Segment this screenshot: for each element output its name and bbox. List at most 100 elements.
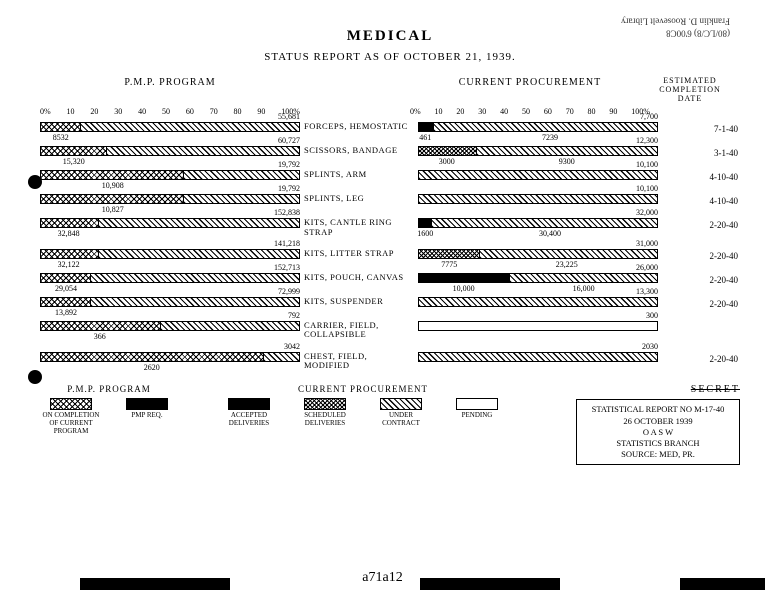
- pmp-bar: [40, 122, 300, 132]
- bar-segment: [41, 171, 183, 179]
- completion-date: 2-20-40: [658, 249, 738, 261]
- bar-segment: [41, 219, 98, 227]
- legend-item: ACCEPTED DELIVERIES: [218, 398, 280, 427]
- segment-value: 10,908: [102, 181, 124, 190]
- axis-tick: 70: [210, 107, 218, 116]
- scan-artifact: [80, 578, 230, 590]
- axis-tick: 50: [162, 107, 170, 116]
- axis-tick: 80: [588, 107, 596, 116]
- data-row: 792366CARRIER, FIELD, COLLAPSIBLE300: [40, 321, 740, 340]
- bar-segment: [419, 274, 509, 282]
- cur-bar: [418, 297, 658, 307]
- segment-value: 366: [94, 332, 106, 341]
- legend-right-items: ACCEPTED DELIVERIESSCHEDULED DELIVERIESU…: [218, 398, 508, 427]
- segment-value: 461: [419, 133, 431, 142]
- legend-label: UNDER CONTRACT: [370, 412, 432, 427]
- data-row: 152,71329,054KITS, POUCH, CANVAS26,00010…: [40, 273, 740, 285]
- bar-segment: [41, 147, 106, 155]
- footer-right: SECRET STATISTICAL REPORT NO M-17-40 26 …: [548, 384, 740, 464]
- bar-segment: [80, 123, 299, 131]
- segment-value: 23,225: [556, 260, 578, 269]
- segment-value: 30,400: [539, 229, 561, 238]
- bar-segment: [41, 298, 90, 306]
- bar-segment: [263, 353, 299, 361]
- data-row: 60,72715,320SCISSORS, BANDAGE12,30030009…: [40, 146, 740, 158]
- bar-segment: [419, 250, 479, 258]
- bar-segment: [90, 298, 299, 306]
- legend-label: ACCEPTED DELIVERIES: [218, 412, 280, 427]
- axis-tick: 50: [522, 107, 530, 116]
- item-label: KITS, SUSPENDER: [300, 297, 418, 306]
- pmp-total: 60,727: [278, 136, 300, 145]
- pmp-bar: [40, 297, 300, 307]
- cur-bar: [418, 194, 658, 204]
- stamp-line: Franklin D. Roosevelt Library: [621, 15, 730, 27]
- segment-value: 10,000: [453, 284, 475, 293]
- item-label: SPLINTS, ARM: [300, 170, 418, 179]
- segment-value: 8532: [53, 133, 69, 142]
- legend-swatch: [50, 398, 92, 410]
- pmp-bar-wrap: 72,99913,892: [40, 297, 300, 307]
- bar-segment: [41, 322, 160, 330]
- pmp-total: 19,792: [278, 160, 300, 169]
- item-label: FORCEPS, HEMOSTATIC: [300, 122, 418, 131]
- bar-segment: [419, 219, 431, 227]
- pmp-bar-wrap: 60,72715,320: [40, 146, 300, 156]
- item-label: CHEST, FIELD, MODIFIED: [300, 352, 418, 371]
- item-label: SCISSORS, BANDAGE: [300, 146, 418, 155]
- axis-row: 0%102030405060708090100% 0%1020304050607…: [40, 107, 740, 116]
- segment-value: 1600: [417, 229, 433, 238]
- axis-tick: 0%: [40, 107, 51, 116]
- handwritten-ref: a71a12: [362, 570, 402, 586]
- column-headings: P.M.P. PROGRAM CURRENT PROCUREMENT ESTIM…: [40, 77, 740, 103]
- legend-item: PMP REQ.: [116, 398, 178, 435]
- cur-total: 32,000: [636, 208, 658, 217]
- pmp-bar: [40, 273, 300, 283]
- pmp-bar-wrap: 792366: [40, 321, 300, 331]
- pmp-bar: [40, 170, 300, 180]
- pmp-bar-wrap: 152,83832,848: [40, 218, 300, 228]
- bar-segment: [41, 250, 98, 258]
- bar-segment: [431, 219, 657, 227]
- axis-tick: 30: [478, 107, 486, 116]
- legend-label: PENDING: [446, 412, 508, 420]
- completion-date: 3-1-40: [658, 146, 738, 158]
- axis-tick: 40: [500, 107, 508, 116]
- cur-bar-wrap: 13,300: [418, 297, 658, 307]
- cur-bar-wrap: 31,000777523,225: [418, 249, 658, 259]
- axis-left: 0%102030405060708090100%: [40, 107, 300, 116]
- legend-left-title: P.M.P. PROGRAM: [40, 384, 178, 394]
- bar-segment: [98, 250, 299, 258]
- pmp-bar-wrap: 19,79210,908: [40, 170, 300, 180]
- page-subtitle: STATUS REPORT AS OF OCTOBER 21, 1939.: [40, 51, 740, 63]
- segment-value: 9300: [559, 157, 575, 166]
- cur-bar-wrap: 12,30030009300: [418, 146, 658, 156]
- legend-swatch: [304, 398, 346, 410]
- stamp-overlay: (80/LC/8) 6'00C8 Franklin D. Roosevelt L…: [621, 15, 730, 38]
- pmp-total: 792: [288, 311, 300, 320]
- cur-total: 13,300: [636, 287, 658, 296]
- bar-segment: [106, 147, 300, 155]
- cur-bar-wrap: 2030: [418, 352, 658, 362]
- far-right-col-title: ESTIMATED COMPLETION DATE: [650, 77, 730, 103]
- pmp-total: 152,713: [274, 263, 300, 272]
- scan-artifact: [420, 578, 560, 590]
- pmp-bar-wrap: 55,6818532: [40, 122, 300, 132]
- legend-swatch: [126, 398, 168, 410]
- bar-segment: [419, 195, 657, 203]
- bar-segment: [41, 195, 183, 203]
- segment-value: 32,848: [58, 229, 80, 238]
- data-row: 19,79210,908SPLINTS, ARM10,1004-10-40: [40, 170, 740, 182]
- bar-segment: [433, 123, 657, 131]
- axis-tick: 10: [67, 107, 75, 116]
- legend-swatch: [228, 398, 270, 410]
- data-row: 30422620CHEST, FIELD, MODIFIED20302-20-4…: [40, 352, 740, 371]
- cur-bar: [418, 273, 658, 283]
- bar-segment: [509, 274, 657, 282]
- pmp-total: 55,681: [278, 112, 300, 121]
- legend-left-items: ON COMPLETION OF CURRENT PROGRAM PMP REQ.: [40, 398, 178, 435]
- pmp-bar: [40, 321, 300, 331]
- cur-bar-wrap: 32,000160030,400: [418, 218, 658, 228]
- legend-item: ON COMPLETION OF CURRENT PROGRAM: [40, 398, 102, 435]
- cur-bar-wrap: 26,00010,00016,000: [418, 273, 658, 283]
